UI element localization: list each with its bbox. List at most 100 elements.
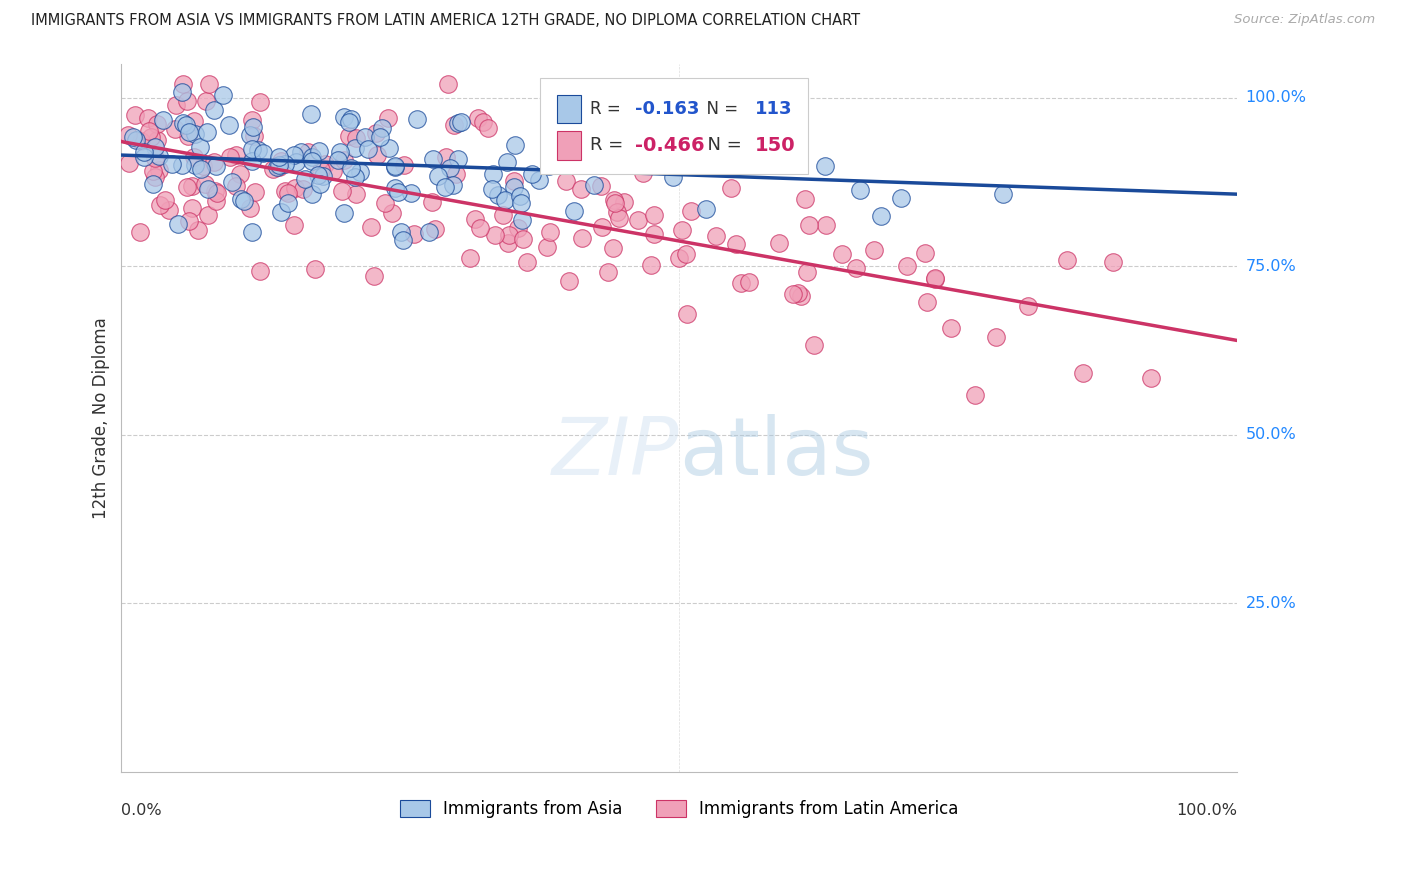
Point — [596, 265, 619, 279]
Point — [503, 180, 526, 194]
Text: -0.466: -0.466 — [634, 136, 704, 155]
Point — [790, 289, 813, 303]
Point — [1071, 366, 1094, 380]
Point — [195, 125, 218, 139]
Point — [1102, 254, 1125, 268]
Point — [443, 118, 465, 132]
Point — [360, 220, 382, 235]
Point — [276, 186, 298, 200]
Point — [782, 287, 804, 301]
Point — [191, 159, 214, 173]
Point — [509, 196, 531, 211]
Point — [384, 160, 406, 174]
Text: R =: R = — [591, 136, 628, 154]
Point — [799, 218, 821, 232]
Point — [180, 201, 202, 215]
Point — [768, 235, 790, 250]
Point — [796, 265, 818, 279]
Point — [136, 111, 159, 125]
Point — [510, 212, 533, 227]
Point — [437, 77, 460, 91]
Point — [117, 128, 139, 143]
Text: 50.0%: 50.0% — [1246, 427, 1296, 442]
Point — [172, 77, 194, 91]
Point — [142, 178, 165, 192]
Point — [163, 122, 186, 136]
Point — [322, 164, 344, 178]
Point — [242, 120, 264, 134]
Point — [506, 221, 529, 235]
Point — [1056, 253, 1078, 268]
Point — [198, 77, 221, 91]
Point — [725, 236, 748, 251]
Point — [721, 145, 744, 159]
Point — [849, 184, 872, 198]
Point — [205, 194, 228, 208]
Point — [249, 95, 271, 110]
Text: 113: 113 — [755, 100, 793, 118]
Point — [427, 169, 450, 184]
Point — [204, 154, 226, 169]
Point — [890, 191, 912, 205]
Point — [643, 208, 665, 222]
Point — [218, 118, 240, 132]
Point — [240, 142, 263, 156]
Point — [695, 202, 717, 217]
Point — [340, 161, 363, 176]
Point — [145, 133, 167, 147]
Point — [354, 129, 377, 144]
Point — [484, 227, 506, 242]
Point — [924, 270, 946, 285]
Point — [503, 174, 526, 188]
Point — [441, 178, 464, 192]
Point — [165, 98, 187, 112]
FancyBboxPatch shape — [540, 78, 807, 174]
Point — [142, 164, 165, 178]
Point — [184, 158, 207, 172]
Point — [143, 169, 166, 184]
Point — [340, 112, 363, 126]
Point — [132, 149, 155, 163]
Point — [481, 181, 503, 195]
Point — [495, 155, 517, 169]
Point — [941, 320, 963, 334]
Point — [720, 181, 742, 195]
Text: N =: N = — [696, 136, 748, 154]
Point — [399, 186, 422, 200]
Point — [174, 118, 197, 132]
Point — [406, 112, 429, 126]
Point — [177, 214, 200, 228]
Point — [512, 232, 534, 246]
Point — [730, 277, 752, 291]
Point — [274, 157, 297, 171]
Point — [498, 228, 520, 243]
Point — [467, 111, 489, 125]
Point — [149, 197, 172, 211]
Point — [1140, 371, 1163, 385]
Point — [794, 192, 817, 206]
Point — [357, 142, 380, 156]
Point — [129, 225, 152, 239]
Point — [343, 170, 366, 185]
Point — [447, 152, 470, 166]
Point — [225, 148, 247, 162]
Point — [671, 223, 693, 237]
Point — [813, 159, 835, 173]
Point — [675, 307, 697, 321]
Point — [381, 206, 404, 220]
Text: 25.0%: 25.0% — [1246, 596, 1296, 611]
Point — [190, 161, 212, 176]
Point — [668, 251, 690, 265]
Point — [509, 188, 531, 202]
Point — [468, 221, 491, 235]
Point — [292, 182, 315, 196]
Point — [270, 153, 292, 168]
Point — [613, 194, 636, 209]
Point — [239, 201, 262, 215]
Point — [190, 139, 212, 153]
Point — [344, 186, 367, 201]
Point — [368, 129, 391, 144]
Point — [145, 140, 167, 154]
Point — [172, 158, 194, 172]
Point — [464, 211, 486, 226]
